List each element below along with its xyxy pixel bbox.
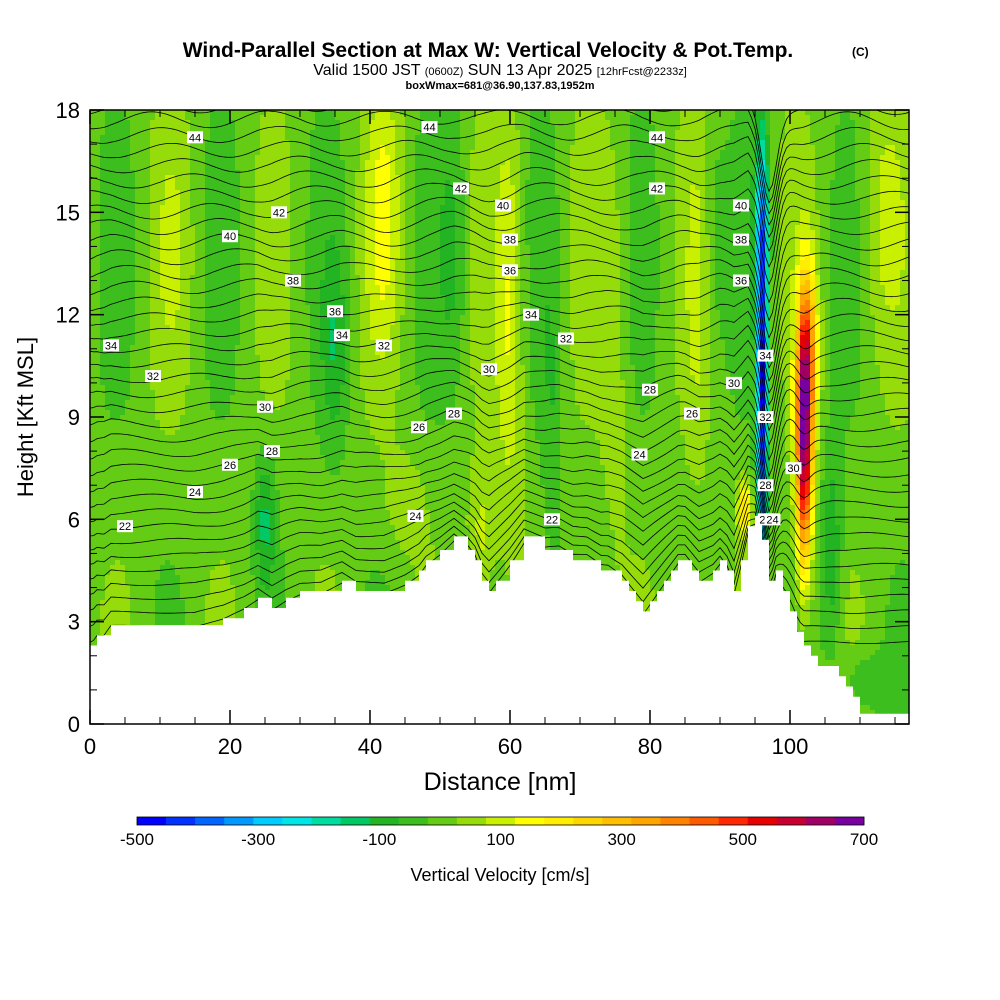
- theta-contour-label: 32: [758, 411, 774, 424]
- colorbar-tick-label: 500: [729, 830, 757, 849]
- theta-contour-label: 40: [495, 200, 511, 213]
- valid-date: SUN 13 Apr 2025: [468, 62, 593, 79]
- y-tick-label: 9: [68, 405, 80, 430]
- theta-contour-label: 34: [103, 339, 119, 352]
- x-tick-label: 60: [498, 734, 522, 759]
- y-tick-label: 0: [68, 712, 80, 737]
- colorbar-swatch: [573, 817, 602, 825]
- colorbar-swatch: [544, 817, 573, 825]
- theta-contour-label: 22: [544, 513, 560, 526]
- colorbar-swatch: [195, 817, 224, 825]
- colorbar-swatch: [631, 817, 660, 825]
- colorbar-swatch: [515, 817, 544, 825]
- x-tick-label: 80: [638, 734, 662, 759]
- colorbar-swatch: [690, 817, 719, 825]
- theta-contour-label: 32: [376, 339, 392, 352]
- theta-contour-label: 34: [523, 309, 539, 322]
- theta-contour-label: 38: [733, 234, 749, 247]
- theta-contour-label: 32: [558, 333, 574, 346]
- colorbar-swatch: [311, 817, 340, 825]
- theta-contour-label: 26: [684, 408, 700, 421]
- forecast-info: [12hrFcst@2233z]: [597, 66, 687, 78]
- colorbar-swatch: [224, 817, 253, 825]
- colorbar-swatch: [137, 817, 166, 825]
- colorbar-swatch: [806, 817, 835, 825]
- theta-contour-label: 44: [422, 121, 438, 134]
- theta-contour-label: 38: [285, 275, 301, 288]
- theta-contour-label: 28: [642, 384, 658, 397]
- chart-title: Wind-Parallel Section at Max W: Vertical…: [183, 39, 794, 62]
- colorbar-swatch: [457, 817, 486, 825]
- theta-contour-label: 22: [117, 520, 133, 533]
- theta-contour-label: 30: [481, 363, 497, 376]
- colorbar-swatch: [660, 817, 689, 825]
- theta-contour-label: 42: [649, 182, 665, 195]
- valid-time-line: Valid 1500 JST (0600Z) SUN 13 Apr 2025 […: [313, 62, 687, 79]
- colorbar-tick-label: -500: [120, 830, 154, 849]
- theta-contour-label: 36: [327, 305, 343, 318]
- colorbar-tick-label: -300: [241, 830, 275, 849]
- colorbar-swatch: [282, 817, 311, 825]
- colorbar-swatch: [370, 817, 399, 825]
- theta-contour-label: 30: [786, 462, 802, 475]
- y-tick-label: 6: [68, 507, 80, 532]
- colorbar-swatch: [399, 817, 428, 825]
- colorbar-tick-label: 100: [486, 830, 514, 849]
- colorbar-tick-label: 300: [607, 830, 635, 849]
- plot-area: 44 44 44 42 42 42 40 40 40 38 38 38 36 36 36 34 34 34 34 32…: [90, 93, 911, 726]
- theta-contour-label: 26: [222, 459, 238, 472]
- colorbar-swatch: [602, 817, 631, 825]
- colorbar-swatch: [719, 817, 748, 825]
- x-tick-label: 40: [358, 734, 382, 759]
- theta-contour-label: 36: [502, 264, 518, 277]
- theta-contour-label: 42: [453, 182, 469, 195]
- colorbar-swatch: [748, 817, 777, 825]
- y-axis-title: Height [Kft MSL]: [13, 337, 38, 497]
- theta-contour-label: 40: [222, 230, 238, 243]
- colorbar-swatch: [835, 817, 864, 825]
- theta-contour-label: 26: [411, 421, 427, 434]
- theta-contour-label: 38: [502, 234, 518, 247]
- theta-contour-label: 24: [632, 449, 648, 462]
- x-tick-label: 0: [84, 734, 96, 759]
- x-tick-label: 20: [218, 734, 242, 759]
- x-tick-label: 100: [772, 734, 809, 759]
- colorbar-swatch: [341, 817, 370, 825]
- theta-contour-label: 28: [264, 445, 280, 458]
- y-tick-label: 18: [56, 98, 80, 123]
- colorbar-tick-label: -100: [362, 830, 396, 849]
- theta-contour-label: 30: [257, 401, 273, 414]
- theta-contour-label: 30: [726, 377, 742, 390]
- theta-contour-label: 28: [758, 479, 774, 492]
- theta-contour-label: 34: [758, 350, 774, 363]
- theta-contour-label: 36: [733, 275, 749, 288]
- theta-contour-label: 40: [733, 200, 749, 213]
- copyright-mark: (C): [852, 45, 869, 59]
- theta-contour-label: 24: [765, 513, 781, 526]
- x-axis-title: Distance [nm]: [424, 768, 577, 796]
- theta-contour-label: 42: [271, 206, 287, 219]
- theta-contour-label: 28: [446, 408, 462, 421]
- theta-contour-label: 24: [187, 486, 203, 499]
- theta-contour-label: 44: [649, 131, 665, 144]
- colorbar-swatch: [777, 817, 806, 825]
- colorbar: -500 -300 -100 100 300 500 700: [120, 817, 878, 849]
- valid-utc: (0600Z): [425, 66, 464, 78]
- y-tick-label: 12: [56, 303, 80, 328]
- theta-contour-label: 32: [145, 370, 161, 383]
- theta-contour-label: 34: [334, 329, 350, 342]
- theta-contour-label: 44: [187, 131, 203, 144]
- colorbar-swatch: [253, 817, 282, 825]
- colorbar-swatch: [486, 817, 515, 825]
- colorbar-swatch: [166, 817, 195, 825]
- box-info: boxWmax=681@36.90,137.83,1952m: [406, 80, 595, 92]
- colorbar-swatch: [428, 817, 457, 825]
- valid-prefix: Valid 1500 JST: [313, 62, 421, 79]
- y-tick-label: 15: [56, 200, 80, 225]
- y-tick-label: 3: [68, 610, 80, 635]
- colorbar-title: Vertical Velocity [cm/s]: [410, 865, 589, 885]
- theta-contour-label: 24: [408, 510, 424, 523]
- colorbar-tick-label: 700: [850, 830, 878, 849]
